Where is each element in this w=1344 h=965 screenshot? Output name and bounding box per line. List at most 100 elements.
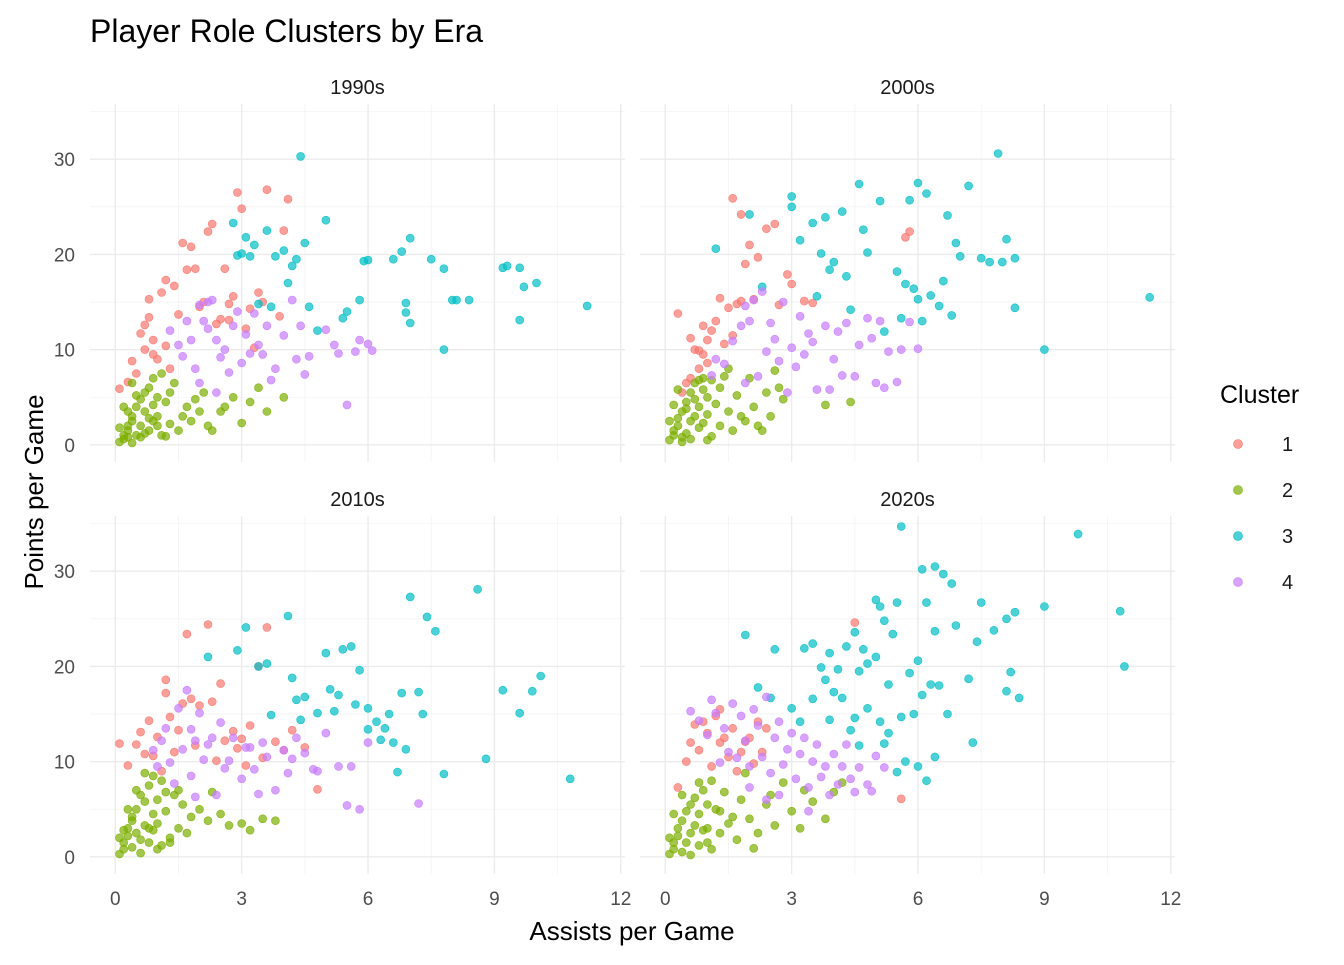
y-tick-label: 20 (54, 245, 75, 266)
data-point (250, 240, 259, 250)
data-point (892, 377, 902, 387)
series-cluster-1 (115, 620, 322, 794)
data-point (837, 693, 847, 703)
data-point (1006, 667, 1016, 677)
data-point (964, 674, 973, 684)
data-point (279, 392, 289, 402)
data-point (388, 254, 398, 264)
data-point (405, 233, 415, 243)
legend-key-2 (1233, 485, 1243, 495)
data-point (913, 344, 923, 354)
data-point (715, 806, 725, 816)
data-point (728, 723, 738, 733)
data-point (174, 340, 183, 350)
data-point (762, 795, 771, 805)
data-point (178, 744, 187, 754)
data-point (245, 743, 255, 752)
y-axis-title: Points per Game (19, 394, 49, 589)
data-point (275, 311, 284, 321)
data-point (233, 307, 242, 316)
data-point (165, 326, 175, 335)
data-point (681, 404, 691, 414)
data-point (778, 394, 788, 404)
data-point (153, 421, 162, 431)
data-point (439, 769, 449, 779)
data-point (186, 242, 196, 252)
data-point (233, 645, 242, 655)
data-point (719, 371, 729, 381)
data-point (228, 291, 238, 301)
data-point (174, 310, 183, 319)
data-point (292, 733, 301, 743)
data-point (795, 823, 805, 833)
data-point (724, 819, 733, 828)
data-point (515, 315, 525, 325)
data-point (783, 388, 792, 397)
data-point (237, 418, 246, 428)
data-point (724, 303, 733, 313)
data-point (728, 812, 738, 822)
data-point (132, 804, 141, 814)
y-tick-label: 0 (64, 436, 75, 457)
data-point (157, 776, 166, 786)
data-point (191, 364, 200, 374)
data-point (271, 785, 280, 795)
data-point (338, 644, 348, 654)
data-point (837, 371, 847, 380)
data-point (787, 202, 797, 212)
data-point (363, 339, 373, 349)
data-point (888, 629, 898, 639)
data-point (287, 261, 297, 271)
data-point (673, 783, 683, 792)
data-point (736, 321, 746, 331)
data-point (237, 204, 246, 213)
data-point (136, 421, 145, 431)
data-point (875, 717, 885, 727)
data-point (985, 257, 994, 267)
data-point (749, 704, 759, 714)
data-point (245, 251, 255, 261)
chart-title: Player Role Clusters by Era (90, 13, 483, 49)
x-tick-label: 12 (610, 889, 631, 910)
data-point (224, 756, 234, 766)
data-point (170, 378, 179, 388)
data-point (207, 697, 217, 707)
data-point (673, 421, 683, 431)
data-point (694, 841, 704, 850)
data-point (153, 819, 162, 828)
data-point (216, 809, 225, 819)
data-point (161, 723, 171, 733)
data-point (136, 329, 145, 338)
data-point (245, 397, 255, 407)
data-point (686, 434, 695, 444)
data-point (325, 684, 335, 694)
data-point (296, 715, 305, 725)
data-point (207, 733, 217, 743)
data-point (901, 757, 910, 766)
data-point (207, 219, 217, 229)
data-point (266, 710, 276, 720)
legend-label-1: 1 (1282, 434, 1293, 456)
data-point (947, 311, 957, 320)
data-point (140, 429, 150, 438)
x-tick-label: 9 (1039, 889, 1050, 910)
data-point (757, 426, 767, 435)
data-point (262, 321, 272, 331)
data-point (884, 680, 893, 689)
data-point (161, 275, 171, 285)
data-point (821, 762, 830, 771)
data-point (926, 291, 936, 300)
data-point (1002, 234, 1011, 244)
data-point (930, 752, 940, 762)
data-point (355, 804, 364, 814)
data-point (224, 368, 234, 377)
data-point (795, 749, 805, 759)
data-point (203, 652, 213, 662)
data-point (182, 316, 192, 326)
data-point (397, 247, 407, 256)
data-point (926, 680, 936, 689)
data-point (355, 335, 364, 345)
data-point (736, 210, 746, 219)
data-point (321, 728, 331, 738)
data-point (757, 752, 767, 762)
